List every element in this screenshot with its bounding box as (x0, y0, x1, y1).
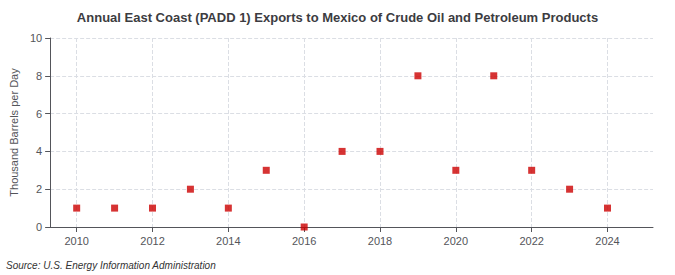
svg-text:2020: 2020 (444, 235, 468, 247)
svg-text:2010: 2010 (64, 235, 88, 247)
svg-text:Annual East Coast (PADD 1) Exp: Annual East Coast (PADD 1) Exports to Me… (77, 10, 598, 25)
svg-text:Source: U.S. Energy Informatio: Source: U.S. Energy Information Administ… (6, 260, 216, 271)
svg-text:2022: 2022 (519, 235, 543, 247)
svg-text:2014: 2014 (216, 235, 240, 247)
svg-text:Thousand Barrels per Day: Thousand Barrels per Day (8, 68, 20, 197)
svg-text:8: 8 (36, 70, 42, 82)
svg-text:10: 10 (30, 32, 42, 44)
svg-text:0: 0 (36, 221, 42, 233)
svg-text:2018: 2018 (368, 235, 392, 247)
svg-text:6: 6 (36, 108, 42, 120)
svg-text:2: 2 (36, 183, 42, 195)
svg-text:2024: 2024 (595, 235, 619, 247)
svg-text:4: 4 (36, 145, 42, 157)
svg-text:2016: 2016 (292, 235, 316, 247)
svg-text:2012: 2012 (140, 235, 164, 247)
